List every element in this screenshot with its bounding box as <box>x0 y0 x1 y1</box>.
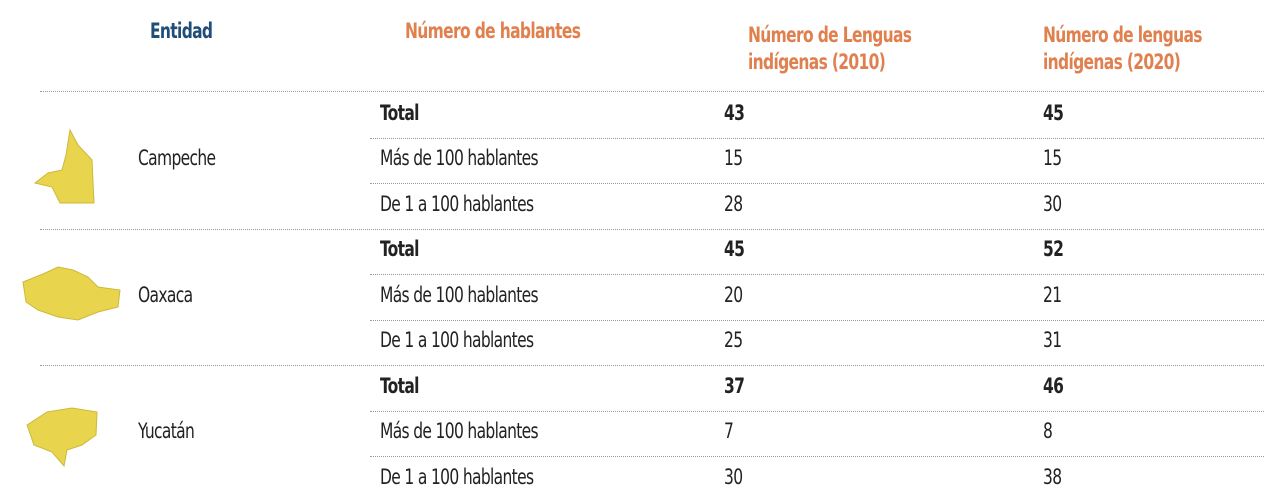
cell-value: 25 <box>724 328 743 353</box>
cell-value: 37 <box>724 373 745 398</box>
row-label: Total <box>380 237 419 262</box>
row-rule <box>370 456 1264 457</box>
row-label: De 1 a 100 hablantes <box>380 464 534 489</box>
cell-value: 28 <box>724 191 743 216</box>
cell-value: 15 <box>1043 146 1062 171</box>
cell-value: 46 <box>1043 373 1064 398</box>
row-label: Más de 100 hablantes <box>380 146 539 171</box>
cell-value: 38 <box>1043 464 1062 489</box>
row-rule <box>370 319 1264 321</box>
campeche-map <box>33 128 95 204</box>
column-header: Número de Lenguas indígenas (2010) <box>748 23 912 74</box>
cell-value: 15 <box>724 146 743 171</box>
cell-value: 30 <box>724 464 743 489</box>
row-label: De 1 a 100 hablantes <box>380 191 534 216</box>
row-rule <box>370 274 1264 275</box>
row-rule <box>370 410 1264 412</box>
cell-value: 21 <box>1043 282 1062 307</box>
column-header: Número de hablantes <box>405 19 581 43</box>
cell-value: 43 <box>724 100 745 125</box>
cell-value: 45 <box>724 237 745 262</box>
column-header: Número de lenguas indígenas (2020) <box>1043 23 1202 74</box>
yucatan-map <box>26 407 98 468</box>
entity-name: Campeche <box>138 146 216 171</box>
row-label: De 1 a 100 hablantes <box>380 328 534 353</box>
cell-value: 52 <box>1043 237 1064 262</box>
row-rule <box>370 137 1264 139</box>
row-label: Total <box>380 100 419 125</box>
cell-value: 8 <box>1043 419 1053 444</box>
row-label: Más de 100 hablantes <box>380 419 539 444</box>
entity-name: Yucatán <box>138 419 195 444</box>
cell-value: 31 <box>1043 328 1062 353</box>
cell-value: 7 <box>724 419 734 444</box>
group-rule <box>40 228 1264 230</box>
cell-value: 20 <box>724 282 743 307</box>
header-rule <box>40 91 1264 92</box>
cell-value: 45 <box>1043 100 1064 125</box>
group-rule <box>40 365 1264 366</box>
cell-value: 30 <box>1043 191 1062 216</box>
row-label: Más de 100 hablantes <box>380 282 539 307</box>
entity-name: Oaxaca <box>138 282 193 307</box>
row-label: Total <box>380 373 419 398</box>
column-header: Entidad <box>150 19 213 43</box>
row-rule <box>370 183 1264 184</box>
oaxaca-map <box>22 266 121 321</box>
